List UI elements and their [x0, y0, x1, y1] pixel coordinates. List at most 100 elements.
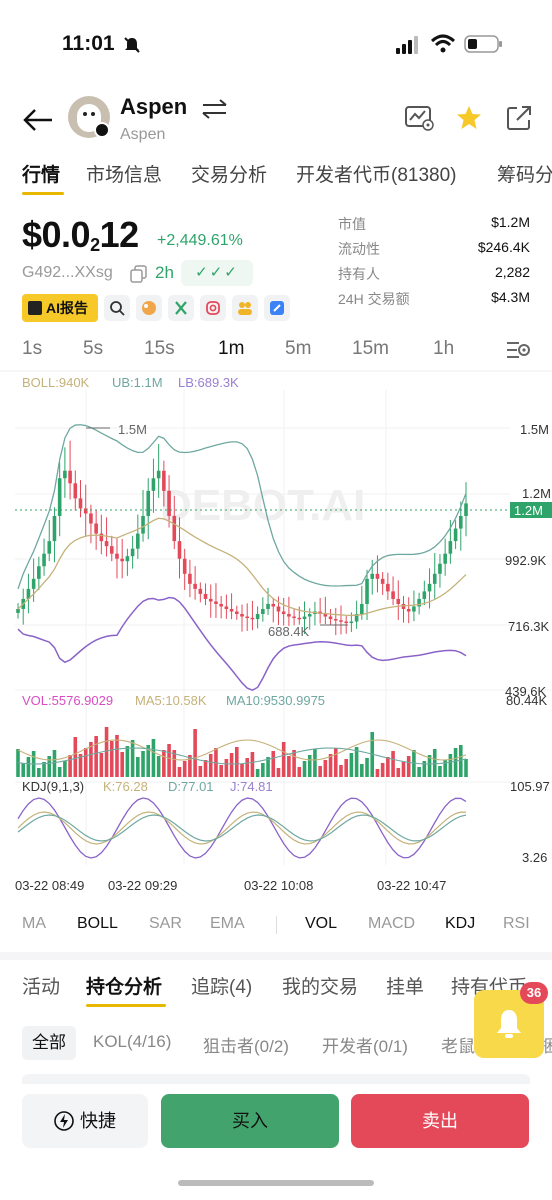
- share-icon[interactable]: [505, 104, 533, 132]
- candle: [234, 611, 239, 615]
- back-arrow-icon[interactable]: [22, 106, 54, 134]
- candle: [427, 583, 432, 592]
- chart-settings-icon[interactable]: [505, 338, 531, 362]
- candle: [47, 541, 52, 554]
- indicator-boll[interactable]: BOLL: [77, 915, 118, 932]
- tab-market[interactable]: 行情: [22, 165, 61, 186]
- home-indicator: [178, 1180, 374, 1186]
- ai-report-button[interactable]: AI报告: [22, 294, 98, 322]
- interval-1s[interactable]: 1s: [22, 338, 43, 359]
- token-stats: 市值 $1.2M 流动性 $246.4K 持有人 2,282 24H 交易额 $4.3M: [338, 214, 530, 314]
- candle: [120, 558, 124, 562]
- current-price-tag: [510, 502, 552, 518]
- tab-dev-tokens[interactable]: 开发者代币(81380): [296, 165, 457, 186]
- interval-15m[interactable]: 15m: [352, 338, 389, 359]
- indicator-kdj[interactable]: KDJ: [445, 915, 476, 932]
- legend-lb: LB:689.3K: [178, 375, 239, 390]
- candle: [52, 515, 57, 542]
- volume-bar: [339, 765, 343, 777]
- pump-icon[interactable]: [136, 295, 162, 321]
- legend-ub: UB:1.1M: [112, 375, 163, 390]
- watch-chart-icon[interactable]: [404, 104, 436, 132]
- candle: [375, 573, 380, 579]
- indicator-sar[interactable]: SAR: [149, 915, 182, 932]
- tab-holdings-analysis[interactable]: 持仓分析: [86, 977, 163, 998]
- interval-1m[interactable]: 1m: [218, 338, 245, 359]
- legend-ma5: MA5:10.58K: [135, 693, 207, 708]
- interval-1h[interactable]: 1h: [433, 338, 455, 359]
- candle: [146, 490, 151, 516]
- copy-icon[interactable]: [130, 265, 148, 283]
- indicator-vol[interactable]: VOL: [305, 915, 338, 932]
- favorite-star-icon[interactable]: [455, 104, 483, 132]
- notification-bell[interactable]: 36: [474, 982, 548, 1058]
- candle: [37, 566, 41, 579]
- section-divider: [0, 952, 552, 960]
- kdj-bottom-label: 3.26: [522, 850, 547, 865]
- quick-trade-button[interactable]: 快捷: [22, 1094, 148, 1148]
- swap-icon[interactable]: [200, 98, 230, 120]
- filter-developer[interactable]: 开发者(0/1): [322, 1037, 408, 1056]
- indicator-rsi[interactable]: RSI: [503, 915, 530, 932]
- filter-snipers[interactable]: 狙击者(0/2): [203, 1037, 289, 1056]
- volume-bar: [104, 727, 109, 777]
- tab-market-info[interactable]: 市场信息: [86, 165, 163, 186]
- chart-watermark: DEBOT.AI: [160, 481, 365, 530]
- battery-icon: [464, 35, 502, 53]
- volume-bar: [307, 755, 312, 777]
- legend-j: J:74.81: [230, 779, 273, 794]
- lightning-icon: [54, 1111, 74, 1131]
- volume-bar: [21, 763, 26, 777]
- filter-all[interactable]: 全部: [22, 1026, 76, 1060]
- volume-bar: [109, 741, 114, 777]
- price-chart[interactable]: DEBOT.AI BOLL:940K UB:1.1M LB:689.3K 1.5…: [0, 370, 552, 900]
- volume-bar: [276, 768, 281, 777]
- legend-vol: VOL:5576.9029: [22, 693, 113, 708]
- volume-bar: [68, 755, 72, 777]
- candle: [188, 573, 192, 584]
- candle: [349, 621, 354, 624]
- volume-bar: [349, 753, 354, 777]
- interval-15s[interactable]: 15s: [144, 338, 175, 359]
- filter-kol[interactable]: KOL(4/16): [93, 1032, 172, 1051]
- tab-chips[interactable]: 筹码分: [497, 165, 552, 186]
- community-icon[interactable]: [232, 295, 258, 321]
- instagram-icon[interactable]: [200, 295, 226, 321]
- current-price-label: 1.2M: [514, 503, 543, 518]
- tab-tracking[interactable]: 追踪(4): [191, 977, 253, 998]
- volume-bar: [401, 762, 406, 777]
- candle: [57, 478, 62, 516]
- candle: [78, 498, 83, 509]
- candle: [453, 528, 458, 542]
- tab-my-trades[interactable]: 我的交易: [282, 977, 359, 998]
- volume-bar: [162, 750, 166, 777]
- sell-button[interactable]: 卖出: [351, 1094, 529, 1148]
- candle: [250, 617, 255, 620]
- indicator-ema[interactable]: EMA: [210, 915, 245, 932]
- indicator-ma[interactable]: MA: [22, 915, 46, 932]
- candle: [83, 508, 88, 514]
- search-icon[interactable]: [104, 295, 130, 321]
- x-twitter-icon[interactable]: [168, 295, 194, 321]
- tab-orders[interactable]: 挂单: [386, 977, 425, 998]
- tab-trade-analysis[interactable]: 交易分析: [191, 165, 268, 186]
- volume-bar: [57, 767, 62, 777]
- tab-activity[interactable]: 活动: [22, 977, 61, 998]
- stat-row: 市值 $1.2M: [338, 214, 530, 232]
- edit-icon[interactable]: [264, 295, 290, 321]
- interval-5s[interactable]: 5s: [83, 338, 104, 359]
- volume-bar: [261, 763, 265, 777]
- volume-bar: [417, 767, 421, 777]
- interval-5m[interactable]: 5m: [285, 338, 312, 359]
- volume-bar: [313, 749, 317, 777]
- security-checks[interactable]: ✓✓✓: [181, 260, 253, 286]
- indicator-macd[interactable]: MACD: [368, 915, 416, 932]
- volume-bar: [464, 759, 468, 777]
- volume-bar: [130, 740, 135, 777]
- candle: [125, 556, 130, 562]
- volume-bar: [453, 748, 458, 777]
- x-tick: 03-22 10:47: [377, 878, 446, 893]
- candle: [276, 606, 281, 612]
- buy-button[interactable]: 买入: [161, 1094, 339, 1148]
- volume-bar: [245, 758, 250, 777]
